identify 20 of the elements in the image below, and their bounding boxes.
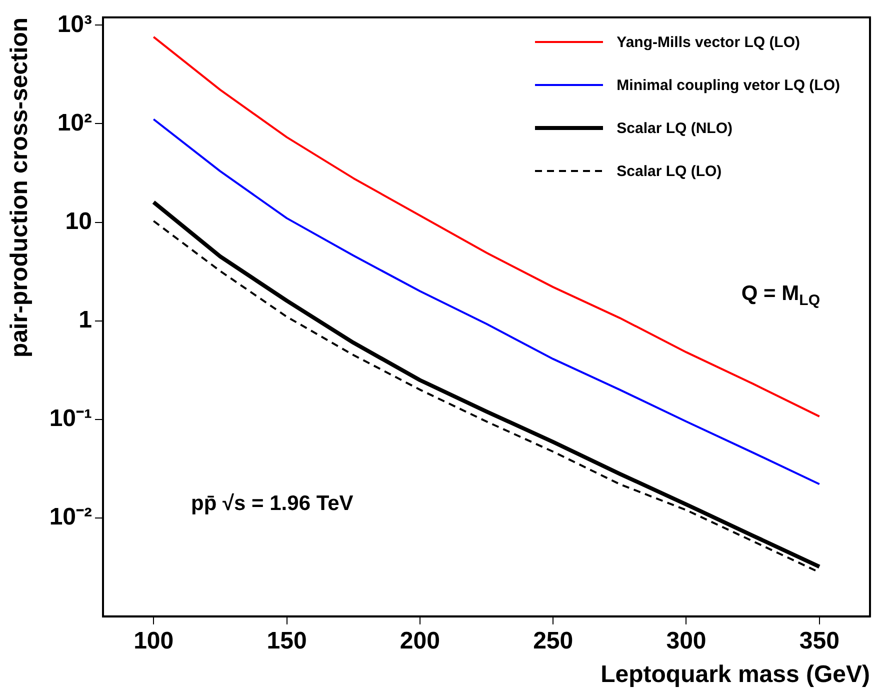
- x-tick-label: 350: [799, 627, 840, 654]
- legend-label: Minimal coupling vetor LQ (LO): [616, 76, 840, 94]
- x-tick-label: 200: [400, 627, 440, 654]
- legend-label: Scalar LQ (NLO): [616, 120, 733, 137]
- y-tick-label: 1: [78, 306, 92, 334]
- x-axis-title: Leptoquark mass (GeV): [600, 661, 870, 688]
- y-tick-label: 10⁻²: [49, 503, 92, 530]
- x-tick-label: 100: [134, 627, 174, 654]
- annotation: pp̄ √s = 1.96 TeV: [191, 492, 354, 516]
- y-tick-label: 10: [65, 208, 92, 235]
- y-tick-label: 10²: [57, 109, 92, 136]
- y-axis-title: pair-production cross-section: [6, 17, 34, 358]
- x-tick-label: 300: [666, 627, 706, 654]
- legend-label: Yang-Mills vector LQ (LO): [616, 34, 800, 51]
- y-tick-label: 10³: [57, 10, 92, 38]
- x-tick-label: 150: [266, 627, 307, 654]
- annotation: Q = M$_{LQ}$: [741, 282, 820, 310]
- y-tick-label: 10⁻¹: [49, 404, 92, 432]
- x-tick-label: 250: [533, 627, 574, 654]
- legend-label: Scalar LQ (LO): [616, 162, 722, 180]
